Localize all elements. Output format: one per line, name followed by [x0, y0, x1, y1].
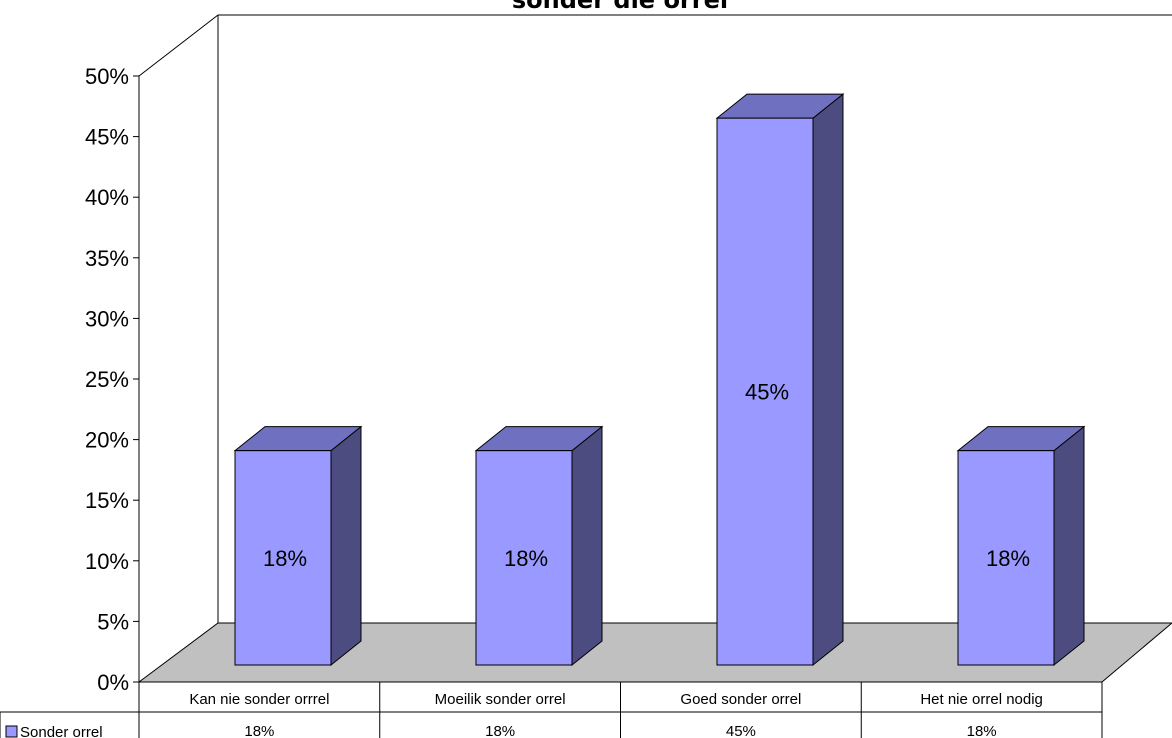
- table-value: 18%: [967, 723, 997, 738]
- category-label: Moeilik sonder orrel: [435, 691, 566, 708]
- y-tick-label: 30%: [85, 306, 129, 331]
- legend-label: Sonder orrel: [20, 724, 103, 738]
- chart-title: sonder die orrel: [512, 0, 728, 14]
- y-tick-label: 0%: [97, 670, 129, 695]
- bar-side-face: [1053, 425, 1085, 667]
- y-tick-label: 50%: [85, 64, 129, 89]
- legend-swatch: [5, 725, 18, 738]
- category-label: Het nie orrel nodig: [920, 691, 1043, 708]
- bar-side-face: [571, 425, 603, 667]
- y-tick-label: 10%: [85, 549, 129, 574]
- chart-floor: [137, 622, 1172, 683]
- bar: 18%: [956, 425, 1086, 667]
- bar-series: 18% 18% 45% 18%: [233, 93, 1086, 667]
- bar-data-label: 18%: [263, 546, 307, 571]
- table-value: 18%: [485, 723, 515, 738]
- table-value: 45%: [726, 723, 756, 738]
- bar-side-face: [812, 93, 844, 667]
- y-tick-label: 40%: [85, 185, 129, 210]
- y-axis: 0% 5% 10% 15% 20% 25% 30% 35% 40% 45% 50%: [85, 64, 139, 695]
- y-tick-label: 20%: [85, 428, 129, 453]
- bar-front-face: [234, 450, 332, 666]
- y-tick-label: 45%: [85, 125, 129, 150]
- bar-data-label: 18%: [986, 546, 1030, 571]
- category-label: Goed sonder orrel: [680, 691, 801, 708]
- table-value: 18%: [244, 723, 274, 738]
- category-label: Kan nie sonder orrrel: [189, 691, 329, 708]
- y-tick-label: 35%: [85, 246, 129, 271]
- bar-front-face: [716, 117, 814, 666]
- side-wall-top: [138, 14, 219, 77]
- bar: 18%: [474, 425, 604, 667]
- data-table: Kan nie sonder orrrel 18% Moeilik sonder o…: [0, 682, 1103, 738]
- y-tick-label: 5%: [97, 609, 129, 634]
- bar-side-face: [330, 425, 362, 667]
- bar-data-label: 18%: [504, 546, 548, 571]
- y-tick-label: 15%: [85, 488, 129, 513]
- chart-walls: [137, 14, 1172, 683]
- bar-data-label: 45%: [745, 380, 789, 405]
- bar-front-face: [475, 450, 573, 666]
- bar-front-face: [957, 450, 1055, 666]
- bar: 45%: [715, 93, 845, 667]
- bar: 18%: [233, 425, 363, 667]
- y-tick-label: 25%: [85, 367, 129, 392]
